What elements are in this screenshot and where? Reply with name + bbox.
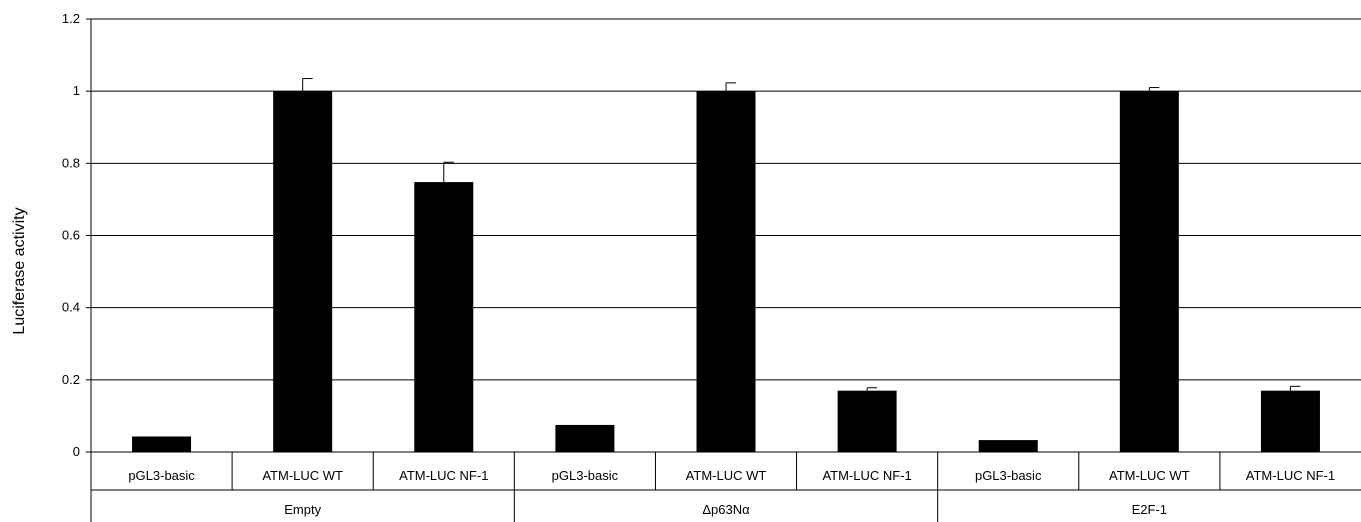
category-label: ATM-LUC WT: [1109, 468, 1190, 483]
bar: [837, 390, 897, 452]
labels: 0 0.2 0.4 0.6 0.8 1 1.2 pGL3-basic ATM-LUC WT ATM…: [62, 11, 1335, 517]
y-tick-label: 0: [73, 444, 80, 459]
bars: [132, 78, 1320, 453]
y-axis-label: Luciferase activity: [11, 207, 28, 334]
axes: [86, 18, 1361, 522]
category-label: ATM-LUC NF-1: [822, 468, 911, 483]
group-label: Δp63Nα: [702, 502, 750, 517]
category-label: pGL3-basic: [128, 468, 195, 483]
category-label: ATM-LUC NF-1: [399, 468, 488, 483]
y-tick-label: 0.6: [62, 228, 80, 243]
y-tick-label: 1.2: [62, 11, 80, 26]
bar: [414, 182, 474, 452]
y-tick-label: 1: [73, 83, 80, 98]
bar: [273, 91, 333, 453]
category-label: ATM-LUC NF-1: [1246, 468, 1335, 483]
y-tick-label: 0.4: [62, 300, 80, 315]
bar: [1260, 390, 1320, 452]
group-label: Empty: [284, 502, 321, 517]
category-label: pGL3-basic: [552, 468, 619, 483]
bar: [555, 424, 615, 452]
y-tick-label: 0.2: [62, 372, 80, 387]
category-label: pGL3-basic: [975, 468, 1042, 483]
bar: [696, 91, 756, 453]
bar: [1119, 91, 1179, 453]
bar: [132, 436, 192, 452]
category-label: ATM-LUC WT: [686, 468, 767, 483]
bar: [978, 440, 1038, 452]
category-label: ATM-LUC WT: [262, 468, 343, 483]
y-tick-label: 0.8: [62, 155, 80, 170]
group-label: E2F-1: [1132, 502, 1167, 517]
